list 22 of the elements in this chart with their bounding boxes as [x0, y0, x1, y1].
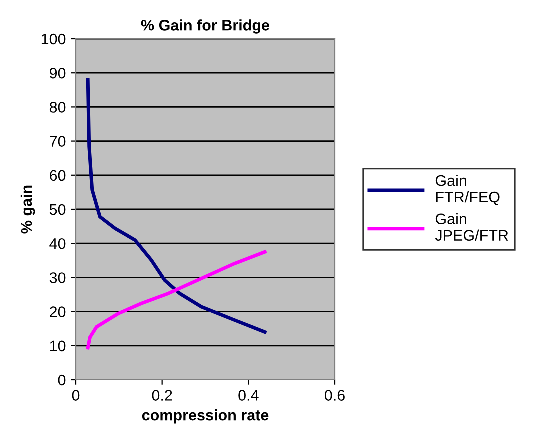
y-tick-label: 70 [50, 136, 66, 147]
line-series [86, 78, 267, 334]
x-tick-label: 0.2 [152, 390, 172, 401]
x-tick-label: 0.6 [324, 390, 345, 401]
y-tick-label: 50 [50, 204, 66, 216]
y-tick-label: 90 [50, 68, 66, 79]
legend-label: Gain JPEG/FTR [435, 213, 508, 241]
y-tick-label: 30 [50, 272, 66, 284]
x-tick-label: 0 [72, 390, 80, 401]
chart-title: % Gain for Bridge [141, 20, 270, 34]
y-tick-label: 0 [58, 374, 66, 386]
y-tick-label: 20 [50, 306, 66, 318]
y-axis-title: % gain [20, 186, 36, 234]
y-tick-label: 10 [50, 340, 66, 352]
y-tick-label: 60 [50, 170, 66, 182]
y-tick-label: 40 [50, 238, 66, 250]
y-tick-label: 100 [42, 34, 66, 45]
y-tick-label: 80 [50, 102, 66, 113]
x-tick-label: 0.4 [238, 390, 259, 401]
x-axis-title: compression rate [142, 410, 269, 424]
line-series [86, 250, 267, 350]
legend-label: Gain FTR/FEQ [436, 174, 500, 206]
